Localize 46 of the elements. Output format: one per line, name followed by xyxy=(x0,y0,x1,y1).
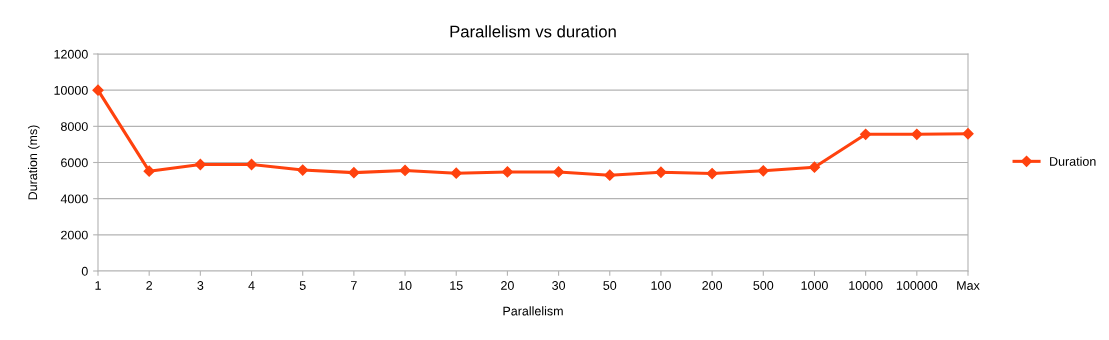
point xyxy=(143,165,155,177)
y-tick-label: 6000 xyxy=(61,158,88,168)
x-tick-label: 2 xyxy=(146,281,153,290)
y-tick-label: 12000 xyxy=(54,49,88,59)
point xyxy=(399,164,411,177)
point xyxy=(92,84,104,96)
point xyxy=(706,167,718,180)
chart-title: Parallelism vs duration xyxy=(450,25,616,38)
x-tick-label: 5 xyxy=(299,281,306,290)
x-tick-label: 500 xyxy=(753,281,774,290)
point xyxy=(860,128,872,140)
point xyxy=(655,166,667,178)
x-tick-label: 3 xyxy=(197,281,204,290)
point xyxy=(194,158,206,171)
point xyxy=(450,167,462,179)
point xyxy=(757,165,769,177)
point xyxy=(808,161,821,173)
point xyxy=(911,128,923,140)
point xyxy=(501,166,514,178)
x-tick-label: 50 xyxy=(603,281,617,290)
point xyxy=(604,169,616,181)
legend-label: Duration xyxy=(1050,156,1096,166)
x-tick-label: 200 xyxy=(702,281,723,290)
y-tick-label: 0 xyxy=(81,266,88,276)
y-tick-label: 8000 xyxy=(61,122,88,131)
x-tick-label: 30 xyxy=(552,281,566,290)
x-tick-label: Max xyxy=(957,281,980,290)
x-tick-label: 4 xyxy=(248,281,255,290)
point xyxy=(962,128,974,140)
x-tick-label: 15 xyxy=(450,281,463,290)
x-tick-label: 7 xyxy=(351,281,357,290)
y-tick-label: 4000 xyxy=(60,194,88,204)
x-tick-label: 1000 xyxy=(801,281,828,290)
x-axis-title: Parallelism xyxy=(503,306,563,316)
x-tick-label: 1 xyxy=(95,281,101,290)
x-tick-label: 10000 xyxy=(849,281,883,290)
x-tick-label: 10 xyxy=(399,281,412,290)
x-tick-label: 100 xyxy=(651,281,671,290)
x-tick-label: 100000 xyxy=(896,281,938,290)
y-tick-label: 10000 xyxy=(54,85,88,95)
x-tick-label: 20 xyxy=(501,281,514,290)
point xyxy=(348,167,360,179)
y-tick-label: 2000 xyxy=(61,230,88,240)
point xyxy=(297,164,309,176)
y-axis-title: Duration (ms) xyxy=(27,125,40,200)
point xyxy=(552,166,565,178)
